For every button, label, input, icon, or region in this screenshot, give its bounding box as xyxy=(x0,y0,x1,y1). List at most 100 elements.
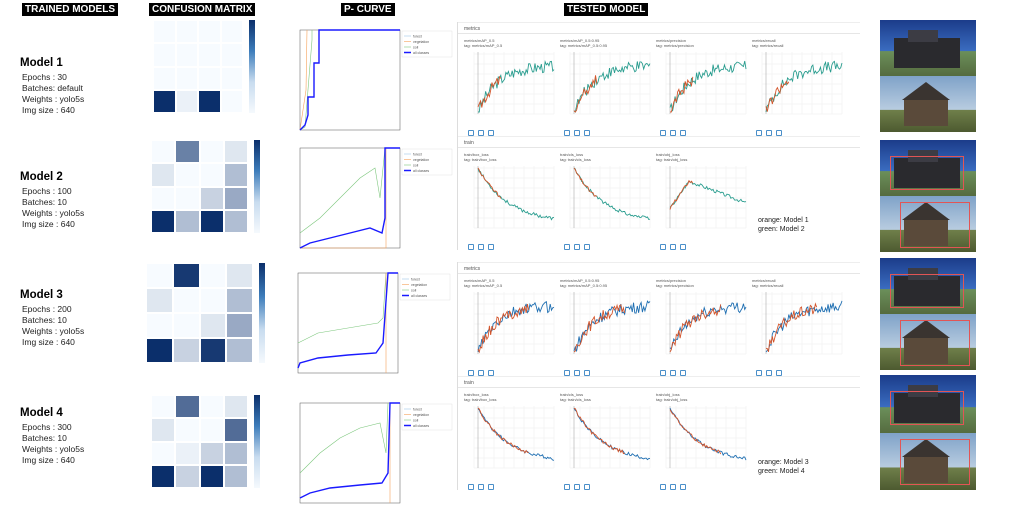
legend-entry: forest xyxy=(411,278,420,282)
matrix-cell xyxy=(151,418,176,442)
section-metrics[interactable]: metrics xyxy=(458,22,860,34)
section-metrics[interactable]: metrics xyxy=(458,262,860,274)
fit-domain-icon[interactable] xyxy=(680,130,686,136)
scalar-chart: metrics/mAP_0.5 tag: metrics/mAP_0.5 xyxy=(464,38,556,138)
chart-tag: tag: train/box_loss xyxy=(464,397,497,402)
fit-domain-icon[interactable] xyxy=(584,130,590,136)
curve-soil xyxy=(297,272,387,344)
expand-icon[interactable] xyxy=(660,130,666,136)
model-info-1: Model 1 Epochs : 30 Batches: default Weight… xyxy=(20,57,84,116)
data-table-icon[interactable] xyxy=(478,370,484,376)
curve-all-classes xyxy=(299,29,400,131)
legend-entry: soil xyxy=(413,419,418,423)
expand-icon[interactable] xyxy=(660,244,666,250)
data-table-icon[interactable] xyxy=(670,484,676,490)
fit-domain-icon[interactable] xyxy=(488,370,494,376)
series-line-long xyxy=(478,60,555,113)
expand-icon[interactable] xyxy=(564,484,570,490)
fit-domain-icon[interactable] xyxy=(680,244,686,250)
matrix-cell xyxy=(175,163,200,187)
data-table-icon[interactable] xyxy=(478,484,484,490)
matrix-cell xyxy=(172,338,200,363)
data-table-icon[interactable] xyxy=(670,370,676,376)
expand-icon[interactable] xyxy=(468,244,474,250)
model-img: Img size : 640 xyxy=(22,105,75,115)
matrix-cell xyxy=(175,418,200,442)
expand-icon[interactable] xyxy=(564,370,570,376)
matrix-cell xyxy=(199,418,224,442)
data-table-icon[interactable] xyxy=(478,130,484,136)
matrix-cell xyxy=(151,395,176,419)
detection-box xyxy=(890,156,964,190)
matrix-cell xyxy=(151,464,176,488)
fit-domain-icon[interactable] xyxy=(488,130,494,136)
fit-domain-icon[interactable] xyxy=(584,244,590,250)
expand-icon[interactable] xyxy=(564,130,570,136)
chart-tag: tag: train/cls_loss xyxy=(560,157,591,162)
fit-domain-icon[interactable] xyxy=(776,130,782,136)
model-info-2: Model 2 Epochs : 100 Batches: 10 Weights : … xyxy=(20,171,84,230)
data-table-icon[interactable] xyxy=(478,244,484,250)
matrix-cell xyxy=(198,89,221,113)
expand-icon[interactable] xyxy=(468,484,474,490)
matrix-cell xyxy=(198,66,221,90)
expand-icon[interactable] xyxy=(660,484,666,490)
model-color-legend: orange: Model 3 green: Model 4 xyxy=(758,458,809,476)
matrix-cell xyxy=(199,209,224,233)
photo-barn-house xyxy=(880,314,976,370)
data-table-icon[interactable] xyxy=(766,130,772,136)
chart-title: train/obj_loss xyxy=(656,152,680,157)
data-table-icon[interactable] xyxy=(574,484,580,490)
fit-domain-icon[interactable] xyxy=(776,370,782,376)
confusion-matrix-3 xyxy=(140,263,269,375)
scalar-chart: train/cls_loss tag: train/cls_loss xyxy=(560,152,652,252)
data-table-icon[interactable] xyxy=(670,244,676,250)
series-line-long xyxy=(669,302,747,350)
data-table-icon[interactable] xyxy=(574,370,580,376)
expand-icon[interactable] xyxy=(756,370,762,376)
colorbar xyxy=(259,263,265,363)
scalar-chart: metrics/recall tag: metrics/recall xyxy=(752,278,844,378)
model-title: Model 3 xyxy=(20,289,63,301)
data-table-icon[interactable] xyxy=(574,130,580,136)
chart-tag: tag: train/obj_loss xyxy=(656,157,688,162)
matrix-cell xyxy=(172,313,200,338)
data-table-icon[interactable] xyxy=(670,130,676,136)
series-line-long xyxy=(477,408,555,461)
chart-tag: tag: metrics/mAP_0.5 xyxy=(464,283,503,288)
chart-toolbar xyxy=(468,244,494,250)
section-train[interactable]: train xyxy=(458,376,860,388)
model-epochs: Epochs : 200 xyxy=(22,304,72,314)
data-table-icon[interactable] xyxy=(574,244,580,250)
matrix-cell xyxy=(175,209,200,233)
expand-icon[interactable] xyxy=(564,244,570,250)
photo-modern-house xyxy=(880,375,976,433)
model-batches: Batches: 10 xyxy=(22,315,67,325)
chart-title: metrics/recall xyxy=(752,278,776,283)
scalar-chart: train/obj_loss tag: train/obj_loss xyxy=(656,152,748,252)
expand-icon[interactable] xyxy=(468,370,474,376)
expand-icon[interactable] xyxy=(660,370,666,376)
header-p-curve: P- CURVE xyxy=(341,3,395,16)
model-batches: Batches: 10 xyxy=(22,433,67,443)
fit-domain-icon[interactable] xyxy=(488,484,494,490)
model-title: Model 1 xyxy=(20,57,63,69)
chart-tag: tag: metrics/precision xyxy=(656,43,694,48)
data-table-icon[interactable] xyxy=(766,370,772,376)
series-line-short xyxy=(573,303,626,353)
fit-domain-icon[interactable] xyxy=(680,370,686,376)
curve-all-classes xyxy=(297,272,398,369)
section-train[interactable]: train xyxy=(458,136,860,148)
fit-domain-icon[interactable] xyxy=(488,244,494,250)
expand-icon[interactable] xyxy=(468,130,474,136)
fit-domain-icon[interactable] xyxy=(680,484,686,490)
fit-domain-icon[interactable] xyxy=(584,370,590,376)
fit-domain-icon[interactable] xyxy=(584,484,590,490)
series-line-long xyxy=(765,60,843,113)
expand-icon[interactable] xyxy=(756,130,762,136)
legend-entry: vegetation xyxy=(413,413,429,417)
matrix-cell xyxy=(172,288,200,313)
colorbar xyxy=(254,140,260,233)
chart-title: metrics/precision xyxy=(656,38,687,43)
